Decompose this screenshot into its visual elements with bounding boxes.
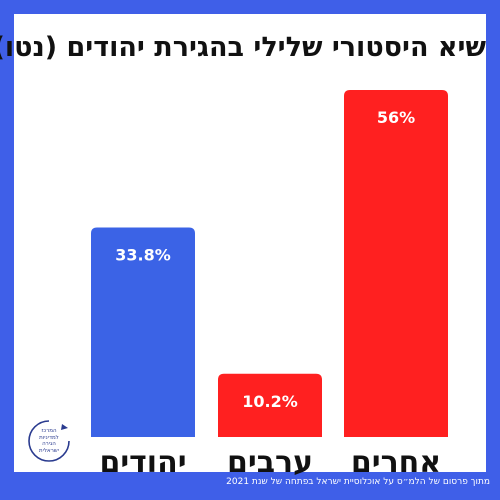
logo-line: המרכז bbox=[41, 428, 57, 434]
institute-logo: המרכז למדיניות הגירה ישראלית bbox=[26, 418, 72, 464]
source-footnote: מתוך פרסום של הלמ״ס על אוכלוסיית ישראל ב… bbox=[226, 477, 490, 487]
logo-line: הגירה bbox=[42, 441, 56, 447]
bar bbox=[218, 373, 322, 437]
logo-line: ישראלית bbox=[39, 447, 59, 454]
bar bbox=[344, 90, 448, 437]
bar-value-label: 33.8% bbox=[115, 246, 171, 265]
logo-text: המרכז למדיניות הגירה ישראלית bbox=[26, 428, 72, 454]
logo-line: למדיניות bbox=[39, 434, 59, 441]
logo-ring-icon bbox=[28, 420, 70, 462]
bar-value-label: 56% bbox=[377, 108, 415, 127]
category-label: אחרים bbox=[351, 445, 441, 480]
bar bbox=[91, 227, 195, 437]
category-label: יהודים bbox=[99, 445, 186, 480]
chart-title: שיא היסטורי שלילי בהגירת יהודים (נטו) bbox=[0, 32, 486, 63]
category-label: ערבים bbox=[227, 445, 313, 480]
bar-value-label: 10.2% bbox=[242, 392, 298, 411]
